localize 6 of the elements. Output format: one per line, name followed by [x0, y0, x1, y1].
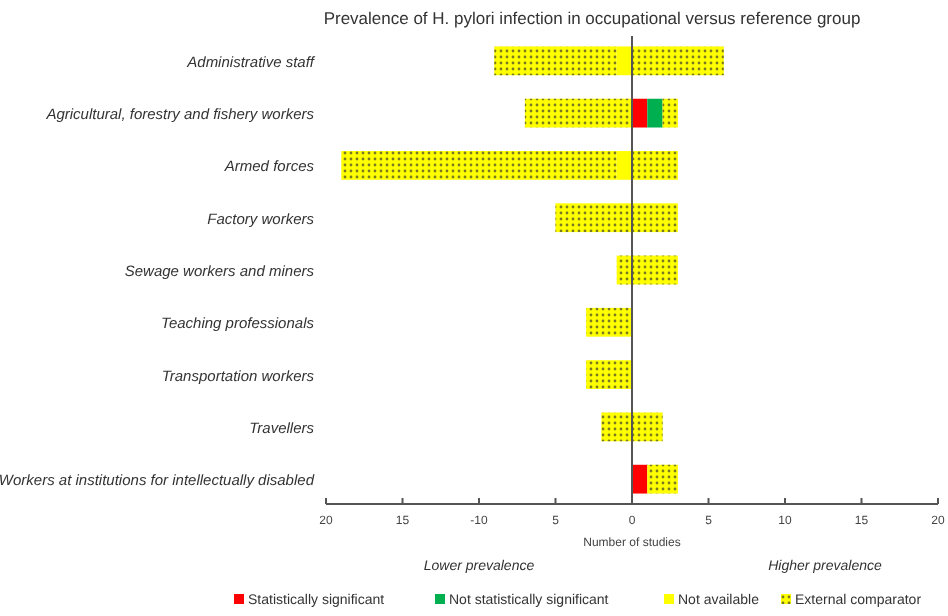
bar	[616, 46, 632, 76]
chart-title: Prevalence of H. pylori infection in occupational versus reference group	[323, 8, 861, 28]
bar	[632, 464, 648, 494]
bar	[647, 98, 663, 128]
bar	[632, 98, 648, 128]
bar	[616, 151, 632, 180]
